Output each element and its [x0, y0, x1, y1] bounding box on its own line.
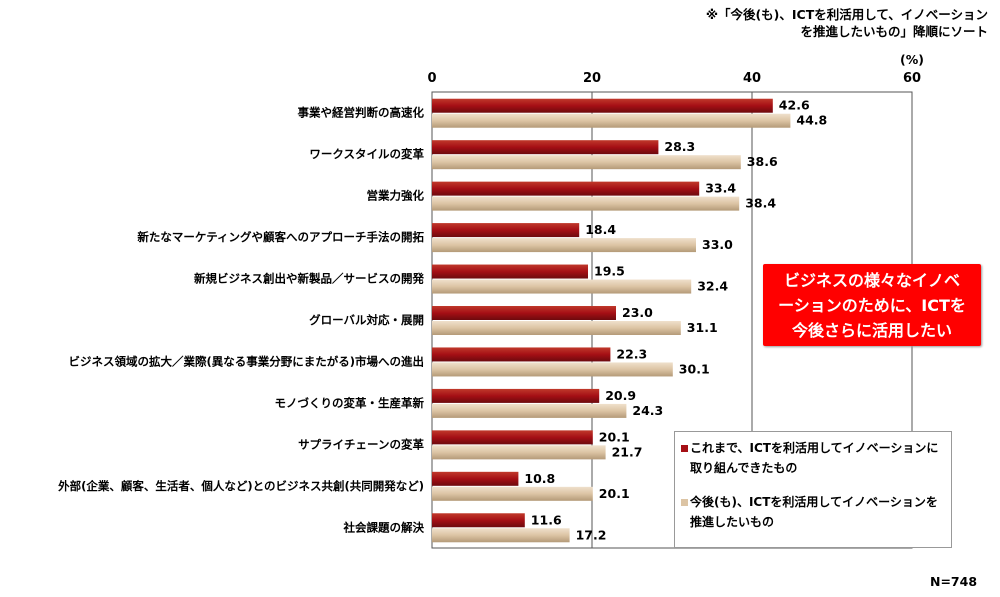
- sample-size: N=748: [930, 574, 978, 589]
- bar-past: [432, 347, 611, 362]
- sort-note-line: を推進したいもの」降順にソート: [800, 24, 988, 39]
- bar-past: [432, 388, 600, 403]
- data-label: 18.4: [585, 222, 616, 237]
- data-label: 24.3: [632, 403, 663, 418]
- data-label: 23.0: [622, 305, 653, 320]
- legend-label: 今後(も)、ICTを利活用してイノベーションを推進したいもの: [690, 495, 938, 529]
- x-tick-label: 0: [427, 71, 436, 86]
- bar-future: [432, 155, 741, 170]
- category-label: ワークスタイルの変革: [309, 147, 424, 161]
- sort-note-line: ※「今後(も)、ICTを利活用して、イノベーション: [705, 7, 988, 22]
- data-label: 20.9: [605, 388, 636, 403]
- data-label: 44.8: [796, 113, 827, 128]
- x-tick-label: 40: [743, 71, 761, 86]
- legend-item-series1: これまで、ICTを利活用してイノベーションに取り組んできたもの: [681, 438, 945, 478]
- legend-swatch: [681, 499, 688, 506]
- callout-line: ーションのために、ICTを: [778, 295, 966, 315]
- callout-line: ビジネスの様々なイノベ: [783, 270, 960, 290]
- bar-future: [432, 238, 696, 253]
- category-label: グローバル対応・展開: [309, 313, 424, 327]
- data-label: 33.0: [702, 237, 733, 252]
- bar-past: [432, 306, 616, 320]
- bar-future: [432, 113, 791, 128]
- legend-swatch: [681, 445, 688, 452]
- bar-future: [432, 362, 673, 377]
- category-label: 社会課題の解決: [343, 520, 425, 534]
- data-label: 38.6: [747, 154, 778, 169]
- data-label: 33.4: [705, 181, 736, 196]
- bar-future: [432, 528, 570, 543]
- bar-future: [432, 279, 692, 294]
- bar-past: [432, 264, 588, 279]
- x-tick-label: 60: [903, 71, 921, 86]
- bar-past: [432, 223, 580, 238]
- bar-past: [432, 98, 773, 113]
- data-label: 28.3: [664, 139, 695, 154]
- x-tick-label: 20: [583, 71, 601, 86]
- bar-past: [432, 513, 525, 528]
- legend-label: これまで、ICTを利活用してイノベーションに取り組んできたもの: [690, 441, 939, 475]
- category-label: 新規ビジネス創出や新製品／サービスの開発: [194, 272, 424, 286]
- bar-future: [432, 321, 681, 335]
- bar-past: [432, 181, 700, 196]
- bar-future: [432, 196, 740, 211]
- category-label: モノづくりの変革・生産革新: [275, 396, 425, 410]
- data-label: 38.4: [745, 196, 776, 211]
- legend-item-series2: 今後(も)、ICTを利活用してイノベーションを推進したいもの: [681, 492, 945, 532]
- data-label: 20.1: [599, 429, 630, 444]
- category-label: 営業力強化: [367, 189, 425, 203]
- category-label: 新たなマーケティングや顧客へのアプローチ手法の開拓: [137, 230, 424, 244]
- callout-box: ビジネスの様々なイノベ ーションのために、ICTを 今後さらに活用したい: [763, 264, 981, 346]
- bar-future: [432, 486, 593, 501]
- data-label: 42.6: [779, 98, 810, 113]
- unit-label: (%): [900, 52, 924, 67]
- data-label: 11.6: [531, 512, 562, 527]
- data-label: 17.2: [576, 527, 607, 542]
- data-label: 10.8: [524, 471, 555, 486]
- category-label: 事業や経営判断の高速化: [298, 106, 425, 120]
- data-label: 20.1: [599, 486, 630, 501]
- bar-past: [432, 140, 659, 155]
- category-label: ビジネス領域の拡大／業際(異なる事業分野にまたがる)市場への進出: [68, 354, 424, 368]
- callout-line: 今後さらに活用したい: [791, 320, 952, 340]
- bar-future: [432, 403, 627, 418]
- bar-future: [432, 445, 606, 460]
- category-label: サプライチェーンの変革: [298, 437, 424, 451]
- bar-past: [432, 471, 519, 486]
- data-label: 19.5: [594, 264, 625, 279]
- data-label: 32.4: [697, 279, 728, 294]
- data-label: 21.7: [612, 444, 643, 459]
- legend: これまで、ICTを利活用してイノベーションに取り組んできたもの 今後(も)、IC…: [674, 431, 952, 548]
- bar-past: [432, 430, 593, 445]
- category-label: 外部(企業、顧客、生活者、個人など)とのビジネス共創(共同開発など): [57, 479, 424, 493]
- data-label: 31.1: [687, 320, 718, 335]
- data-label: 22.3: [616, 346, 647, 361]
- data-label: 30.1: [679, 361, 710, 376]
- sort-note: ※「今後(も)、ICTを利活用して、イノベーション を推進したいもの」降順にソー…: [706, 6, 988, 40]
